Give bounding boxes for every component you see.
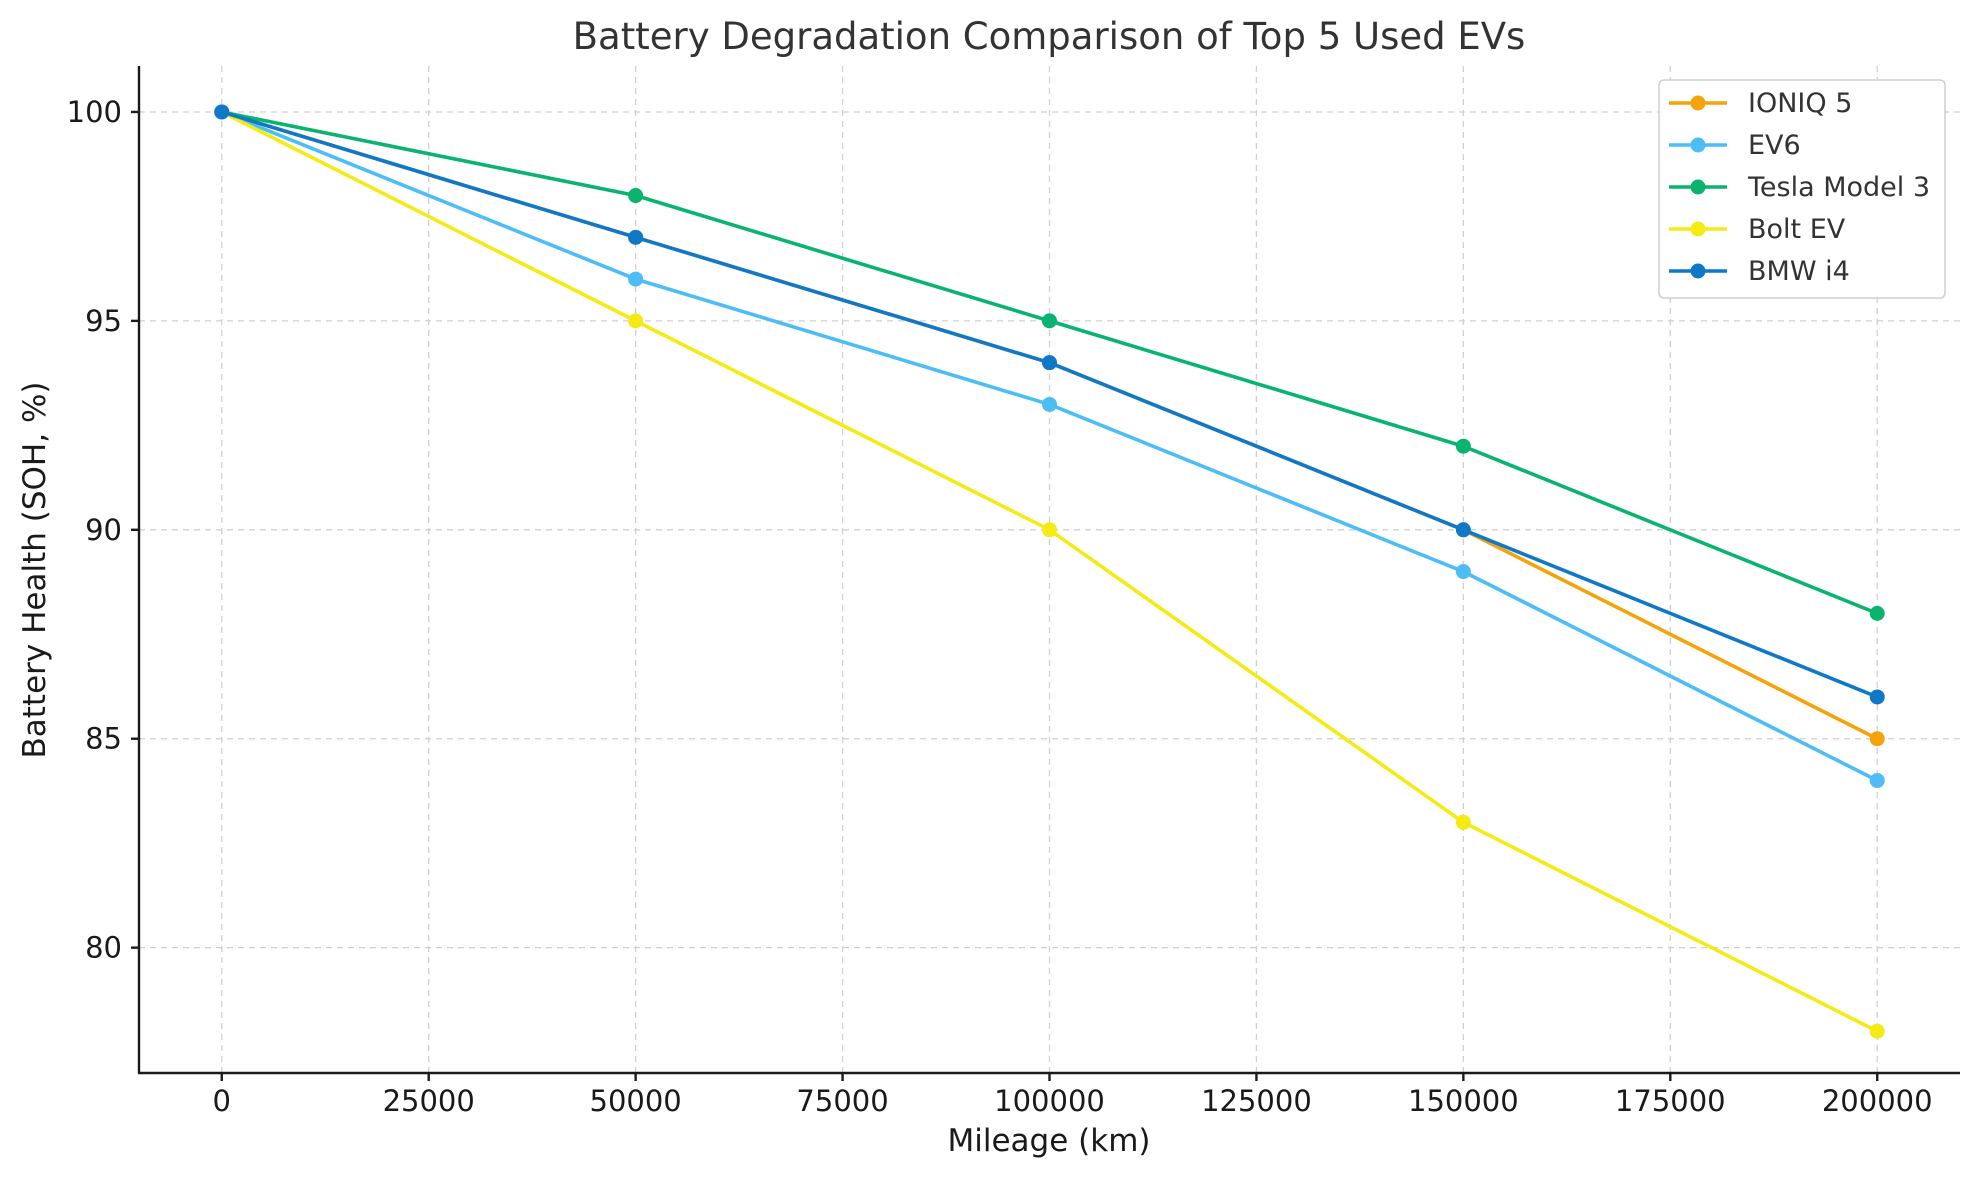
y-tick-label: 95 (85, 304, 122, 338)
legend-label: Bolt EV (1748, 214, 1846, 245)
data-point-bolt-ev (1042, 522, 1057, 538)
data-point-bmw-i4 (1042, 355, 1057, 371)
legend-label: EV6 (1748, 130, 1801, 161)
data-point-bolt-ev (1869, 1023, 1885, 1039)
legend-item-ioniq-5: IONIQ 5 (1669, 88, 1852, 119)
y-tick-label: 90 (85, 513, 122, 547)
legend-item-bolt-ev: Bolt EV (1669, 214, 1846, 245)
legend-label: IONIQ 5 (1748, 88, 1852, 119)
y-tick-label: 80 (85, 931, 122, 965)
x-tick-label: 150000 (1408, 1084, 1519, 1118)
data-point-bmw-i4 (628, 229, 644, 245)
data-point-bmw-i4 (1869, 689, 1885, 705)
data-point-ev6 (1455, 564, 1471, 580)
series-lines (214, 104, 1885, 1039)
data-point-ev6 (1042, 396, 1057, 412)
y-axis-label: Battery Health (SOH, %) (17, 382, 53, 759)
tick-labels: 0 25000 50000 75000 100000 125000 150000 175000… (67, 95, 1933, 1118)
legend-box (1658, 79, 1946, 299)
data-point-bmw-i4 (214, 104, 230, 120)
y-tick-label: 85 (85, 722, 122, 756)
data-point-tesla-model-3 (1869, 605, 1885, 621)
legend-item-ev6: EV6 (1669, 130, 1801, 161)
data-point-ioniq-5 (1869, 731, 1885, 747)
data-point-ev6 (1869, 773, 1885, 789)
x-tick-label: 50000 (590, 1084, 682, 1118)
x-tick-label: 75000 (796, 1084, 888, 1118)
legend-label: Tesla Model 3 (1747, 172, 1930, 203)
data-point-bolt-ev (1455, 814, 1471, 830)
x-tick-label: 0 (213, 1084, 231, 1118)
data-point-ev6 (628, 271, 644, 287)
legend-swatch-marker (1690, 263, 1706, 279)
y-tick-label: 100 (67, 95, 122, 129)
x-axis-label: Mileage (km) (948, 1123, 1151, 1159)
x-tick-label: 175000 (1615, 1084, 1726, 1118)
legend-swatch-marker (1690, 179, 1706, 195)
legend-swatch-marker (1690, 95, 1706, 111)
x-tick-label: 200000 (1822, 1084, 1933, 1118)
legend-swatch-marker (1690, 137, 1706, 153)
legend-item-tesla-model-3: Tesla Model 3 (1669, 172, 1930, 203)
legend-item-bmw-i4: BMW i4 (1669, 256, 1850, 287)
series-bmw-i4 (214, 104, 1885, 705)
data-point-bolt-ev (628, 313, 644, 329)
data-point-tesla-model-3 (1042, 313, 1057, 329)
legend-swatch-marker (1690, 221, 1706, 237)
x-tick-label: 125000 (1201, 1084, 1312, 1118)
data-point-tesla-model-3 (1455, 438, 1471, 454)
x-tick-label: 100000 (994, 1084, 1105, 1118)
legend: IONIQ 5 EV6 Tesla Model 3 Bolt EV BMW i4 (1658, 79, 1946, 299)
data-point-tesla-model-3 (628, 188, 644, 204)
chart-title: Battery Degradation Comparison of Top 5 … (573, 15, 1526, 58)
data-point-bmw-i4 (1455, 522, 1471, 538)
legend-label: BMW i4 (1748, 256, 1850, 287)
x-tick-label: 25000 (383, 1084, 475, 1118)
